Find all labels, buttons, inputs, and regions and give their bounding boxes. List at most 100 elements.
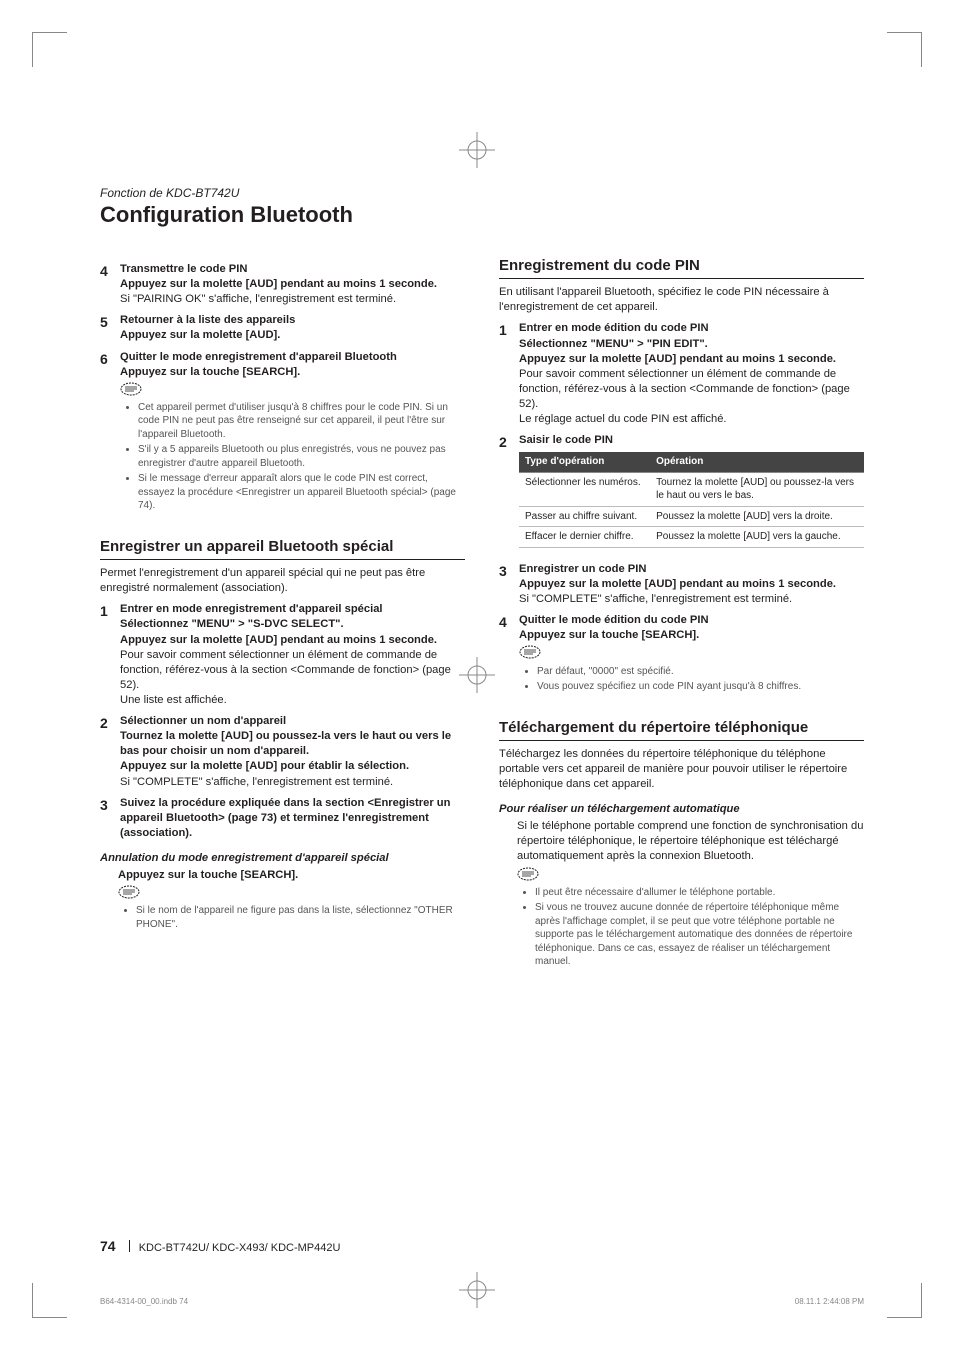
footer-models: KDC-BT742U/ KDC-X493/ KDC-MP442U bbox=[139, 1242, 341, 1254]
page: Fonction de KDC-BT742U Configuration Blu… bbox=[0, 0, 954, 1350]
step-title: Enregistrer un code PIN bbox=[519, 562, 864, 577]
notes-list: Cet appareil permet d'utiliser jusqu'à 8… bbox=[120, 401, 465, 513]
step-instruction: Tournez la molette [AUD] ou poussez-la v… bbox=[120, 729, 465, 759]
table-cell: Poussez la molette [AUD] vers la droite. bbox=[650, 506, 864, 527]
step-1: 1 Entrer en mode enregistrement d'appare… bbox=[100, 602, 465, 708]
table-row: Sélectionner les numéros. Tournez la mol… bbox=[519, 472, 864, 506]
table-cell: Tournez la molette [AUD] ou poussez-la v… bbox=[650, 472, 864, 506]
note-item: Il peut être nécessaire d'allumer le tél… bbox=[535, 886, 864, 900]
step-instruction: Appuyez sur la molette [AUD] pour établi… bbox=[120, 759, 465, 774]
instr-prefix: Sélectionnez "MENU" bbox=[120, 618, 238, 630]
footer-divider bbox=[129, 1240, 130, 1252]
auto-download-title: Pour réaliser un téléchargement automati… bbox=[499, 802, 864, 817]
page-footer: 74 KDC-BT742U/ KDC-X493/ KDC-MP442U bbox=[100, 1238, 340, 1254]
step-instruction: Appuyez sur la molette [AUD] pendant au … bbox=[519, 352, 864, 367]
notes-list: Si le nom de l'appareil ne figure pas da… bbox=[118, 904, 465, 931]
step-4: 4 Transmettre le code PIN Appuyez sur la… bbox=[100, 262, 465, 307]
note-icon bbox=[120, 382, 142, 396]
step-number: 5 bbox=[100, 313, 114, 343]
note-icon bbox=[118, 885, 140, 899]
step-title: Saisir le code PIN bbox=[519, 433, 864, 448]
step-instruction: Sélectionnez "MENU" > "PIN EDIT". bbox=[519, 337, 864, 352]
note-icon bbox=[517, 867, 539, 881]
table-cell: Sélectionner les numéros. bbox=[519, 472, 650, 506]
registration-mark-center bbox=[457, 655, 497, 695]
step-3: 3 Suivez la procédure expliquée dans la … bbox=[100, 796, 465, 841]
steps-group-a: 4 Transmettre le code PIN Appuyez sur la… bbox=[100, 262, 465, 519]
step-number: 1 bbox=[499, 321, 513, 427]
table-header: Type d'opération bbox=[519, 452, 650, 472]
section-heading: Enregistrement du code PIN bbox=[499, 256, 864, 279]
step-title: Quitter le mode enregistrement d'apparei… bbox=[120, 350, 465, 365]
note-item: Si le message d'erreur apparaît alors qu… bbox=[138, 472, 465, 513]
crop-mark-tl bbox=[32, 32, 67, 67]
note-item: Si le nom de l'appareil ne figure pas da… bbox=[136, 904, 465, 931]
step-4: 4 Quitter le mode édition du code PIN Ap… bbox=[499, 613, 864, 699]
table-cell: Effacer le dernier chiffre. bbox=[519, 527, 650, 548]
step-title: Entrer en mode édition du code PIN bbox=[519, 321, 864, 336]
step-body: Pour savoir comment sélectionner un élém… bbox=[519, 367, 864, 427]
imposition-left: B64-4314-00_00.indb 74 bbox=[100, 1297, 188, 1306]
step-instruction: Appuyez sur la touche [SEARCH]. bbox=[519, 628, 864, 643]
table-header: Opération bbox=[650, 452, 864, 472]
step-2: 2 Sélectionner un nom d'appareil Tournez… bbox=[100, 714, 465, 790]
step-body: Si "COMPLETE" s'affiche, l'enregistremen… bbox=[519, 592, 864, 607]
notes-list: Par défaut, "0000" est spécifié. Vous po… bbox=[519, 665, 864, 694]
step-number: 1 bbox=[100, 602, 114, 708]
step-instruction: Appuyez sur la molette [AUD] pendant au … bbox=[120, 633, 465, 648]
section-special-device: Enregistrer un appareil Bluetooth spécia… bbox=[100, 537, 465, 931]
instr-suffix: "S-DVC SELECT". bbox=[245, 618, 344, 630]
section-phonebook-download: Téléchargement du répertoire téléphoniqu… bbox=[499, 718, 864, 969]
registration-mark-top bbox=[457, 130, 497, 170]
note-item: S'il y a 5 appareils Bluetooth ou plus e… bbox=[138, 443, 465, 470]
crop-mark-bl bbox=[32, 1283, 67, 1318]
note-item: Par défaut, "0000" est spécifié. bbox=[537, 665, 864, 679]
section-pin-registration: Enregistrement du code PIN En utilisant … bbox=[499, 256, 864, 700]
step-body: Pour savoir comment sélectionner un élém… bbox=[120, 648, 465, 708]
page-title: Configuration Bluetooth bbox=[100, 202, 864, 228]
note-item: Vous pouvez spécifiez un code PIN ayant … bbox=[537, 680, 864, 694]
step-instruction: Appuyez sur la molette [AUD]. bbox=[120, 328, 465, 343]
step-2: 2 Saisir le code PIN Type d'opération Op… bbox=[499, 433, 864, 556]
section-lead: Permet l'enregistrement d'un appareil sp… bbox=[100, 566, 465, 596]
step-instruction: Appuyez sur la touche [SEARCH]. bbox=[120, 365, 465, 380]
step-number: 6 bbox=[100, 350, 114, 519]
step-1: 1 Entrer en mode édition du code PIN Sél… bbox=[499, 321, 864, 427]
table-cell: Poussez la molette [AUD] vers la gauche. bbox=[650, 527, 864, 548]
section-heading: Enregistrer un appareil Bluetooth spécia… bbox=[100, 537, 465, 560]
note-icon bbox=[519, 645, 541, 659]
step-6: 6 Quitter le mode enregistrement d'appar… bbox=[100, 350, 465, 519]
table-cell: Passer au chiffre suivant. bbox=[519, 506, 650, 527]
crop-mark-tr bbox=[887, 32, 922, 67]
step-body: Si "PAIRING OK" s'affiche, l'enregistrem… bbox=[120, 292, 465, 307]
step-instruction: Sélectionnez "MENU" > "S-DVC SELECT". bbox=[120, 617, 465, 632]
instr-prefix: Sélectionnez "MENU" bbox=[519, 338, 637, 350]
step-title: Transmettre le code PIN bbox=[120, 262, 465, 277]
step-number: 2 bbox=[100, 714, 114, 790]
step-title: Sélectionner un nom d'appareil bbox=[120, 714, 465, 729]
step-5: 5 Retourner à la liste des appareils App… bbox=[100, 313, 465, 343]
step-3: 3 Enregistrer un code PIN Appuyez sur la… bbox=[499, 562, 864, 607]
step-title: Entrer en mode enregistrement d'appareil… bbox=[120, 602, 465, 617]
pin-operation-table: Type d'opération Opération Sélectionner … bbox=[519, 452, 864, 548]
cancel-mode-title: Annulation du mode enregistrement d'appa… bbox=[100, 851, 465, 866]
crop-mark-br bbox=[887, 1283, 922, 1318]
section-heading: Téléchargement du répertoire téléphoniqu… bbox=[499, 718, 864, 741]
note-item: Si vous ne trouvez aucune donnée de répe… bbox=[535, 901, 864, 969]
superscript: Fonction de KDC-BT742U bbox=[100, 186, 864, 200]
content-columns: 4 Transmettre le code PIN Appuyez sur la… bbox=[100, 256, 864, 969]
auto-download-body: Si le téléphone portable comprend une fo… bbox=[517, 819, 864, 864]
section-lead: Téléchargez les données du répertoire té… bbox=[499, 747, 864, 792]
step-title: Quitter le mode édition du code PIN bbox=[519, 613, 864, 628]
step-instruction: Suivez la procédure expliquée dans la se… bbox=[120, 796, 465, 841]
step-number: 4 bbox=[100, 262, 114, 307]
step-title: Retourner à la liste des appareils bbox=[120, 313, 465, 328]
cancel-instruction: Appuyez sur la touche [SEARCH]. bbox=[118, 868, 465, 883]
note-item: Cet appareil permet d'utiliser jusqu'à 8… bbox=[138, 401, 465, 442]
step-instruction: Appuyez sur la molette [AUD] pendant au … bbox=[519, 577, 864, 592]
table-row: Passer au chiffre suivant. Poussez la mo… bbox=[519, 506, 864, 527]
notes-list: Il peut être nécessaire d'allumer le tél… bbox=[517, 886, 864, 969]
registration-mark-bottom bbox=[457, 1270, 497, 1310]
page-number: 74 bbox=[100, 1238, 116, 1254]
step-instruction: Appuyez sur la molette [AUD] pendant au … bbox=[120, 277, 465, 292]
